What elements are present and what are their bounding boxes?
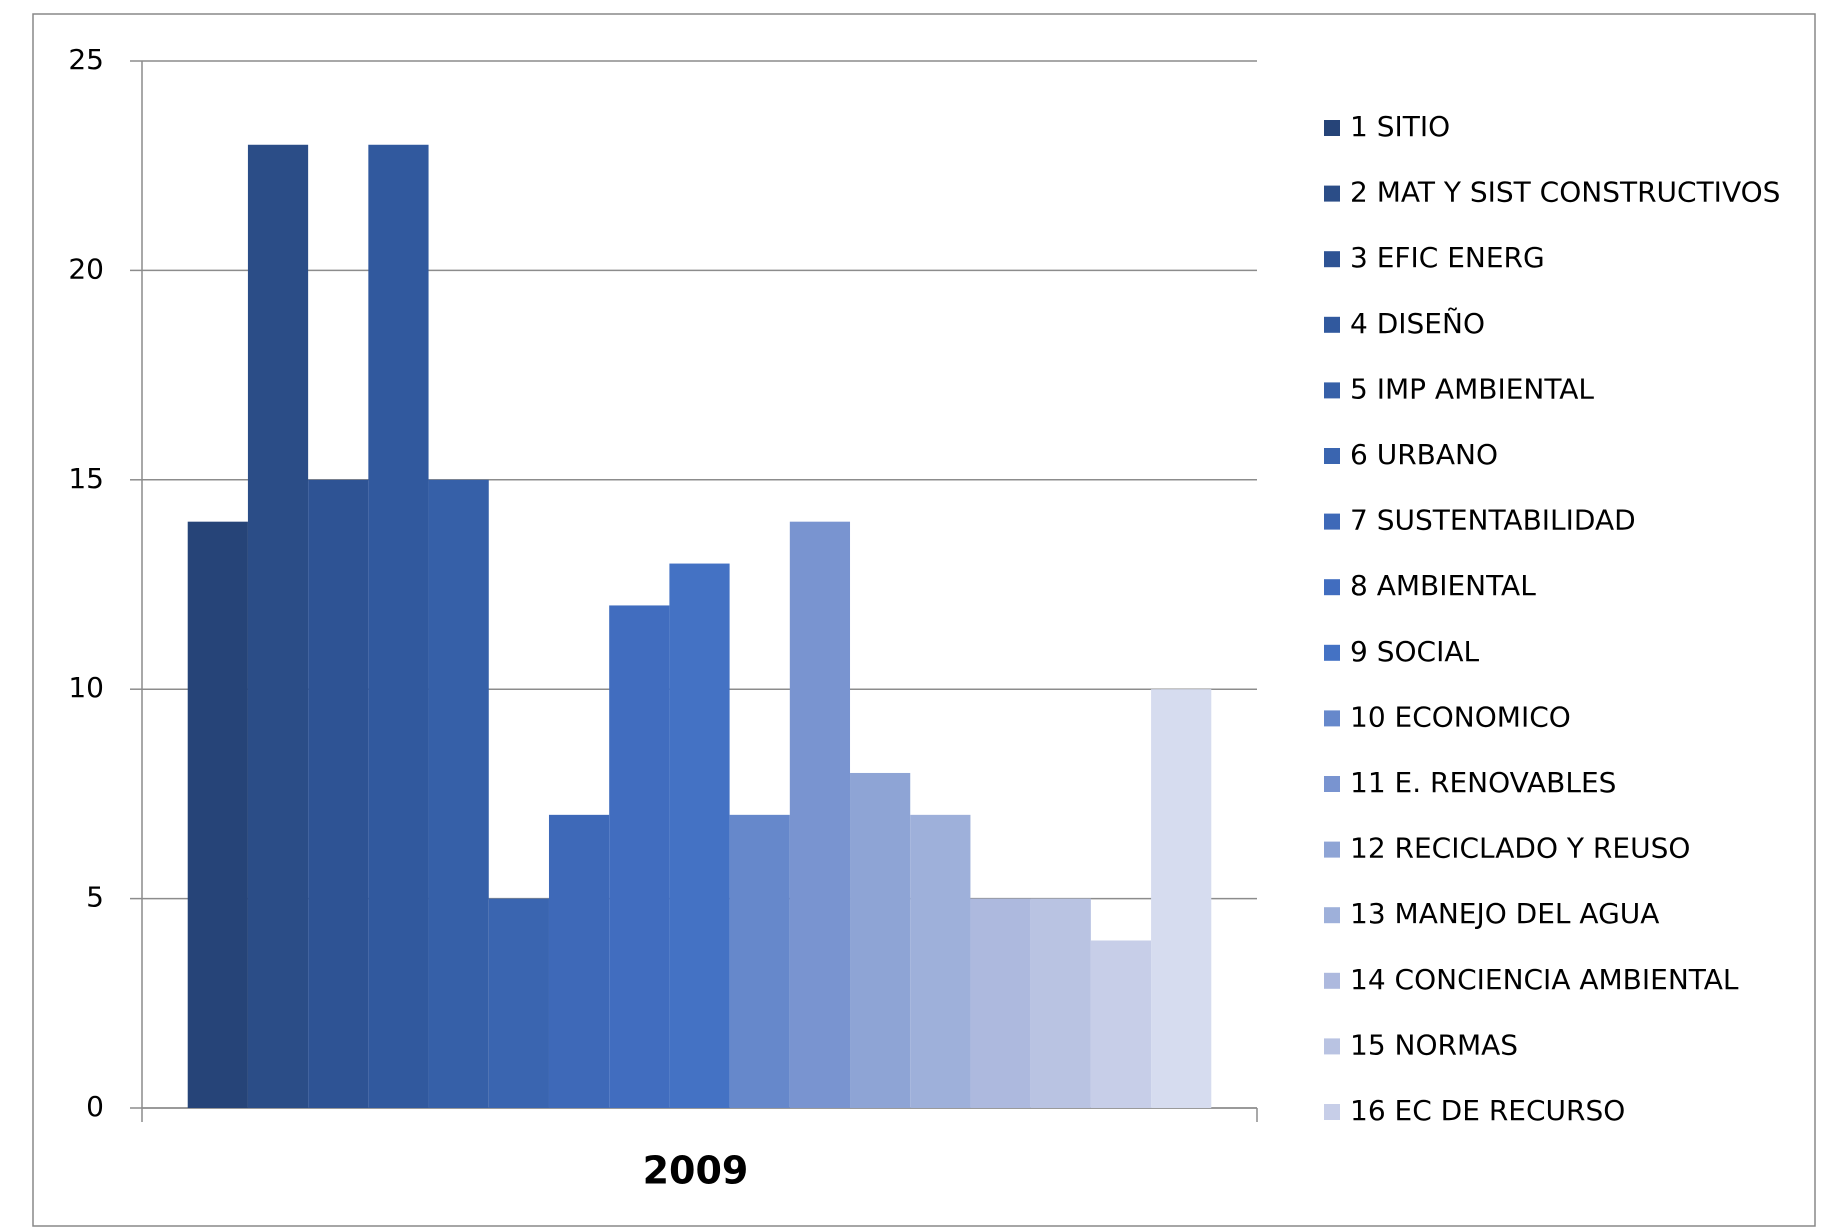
legend-swatch — [1324, 382, 1340, 399]
legend-label: 6 URBANO — [1350, 438, 1498, 471]
bar — [368, 144, 429, 1108]
legend-label: 3 EFIC ENERG — [1350, 241, 1545, 274]
legend-swatch — [1324, 1104, 1340, 1120]
bar — [247, 144, 309, 1108]
legend-swatch — [1324, 907, 1340, 924]
legend-label: 12 RECICLADO Y REUSO — [1350, 832, 1690, 865]
legend-label: 7 SUSTENTABILIDAD — [1350, 504, 1636, 537]
legend-label: 2 MAT Y SIST CONSTRUCTIVOS — [1350, 176, 1780, 209]
bar — [548, 814, 610, 1108]
legend-swatch — [1324, 316, 1340, 333]
legend-swatch — [1324, 448, 1340, 464]
bar — [789, 521, 851, 1108]
y-tick-label: 20 — [68, 252, 104, 285]
x-tick-label: 2009 — [643, 1149, 749, 1193]
bar — [729, 814, 790, 1108]
y-tick-label: 0 — [86, 1090, 104, 1123]
bar — [669, 563, 730, 1108]
legend-swatch — [1324, 251, 1340, 268]
legend-swatch — [1324, 513, 1340, 530]
legend-label: 14 CONCIENCIA AMBIENTAL — [1350, 963, 1739, 996]
legend-label: 16 EC DE RECURSO — [1350, 1094, 1625, 1127]
legend-label: 4 DISEÑO — [1350, 307, 1485, 340]
y-tick-label: 5 — [86, 881, 104, 914]
legend-label: 10 ECONOMICO — [1350, 700, 1571, 733]
legend-swatch — [1324, 185, 1340, 202]
legend-swatch — [1324, 972, 1340, 989]
y-tick-label: 15 — [68, 462, 104, 495]
bar — [488, 898, 549, 1108]
bar — [970, 898, 1031, 1108]
bar — [187, 521, 248, 1108]
bar — [609, 605, 670, 1108]
y-tick-label: 10 — [68, 671, 104, 704]
legend-swatch — [1324, 776, 1340, 792]
legend-label: 1 SITIO — [1350, 110, 1450, 143]
bar — [1090, 940, 1152, 1108]
y-tick-label: 25 — [68, 43, 104, 76]
legend-label: 5 IMP AMBIENTAL — [1350, 372, 1594, 405]
legend-swatch — [1324, 710, 1340, 727]
legend-label: 15 NORMAS — [1350, 1028, 1518, 1061]
legend-swatch — [1324, 579, 1340, 596]
bar — [850, 772, 911, 1108]
legend-label: 8 AMBIENTAL — [1350, 569, 1536, 602]
bar — [910, 814, 971, 1108]
legend-swatch — [1324, 120, 1340, 136]
bar — [308, 479, 369, 1108]
bar — [428, 479, 489, 1108]
legend-label: 11 E. RENOVABLES — [1350, 766, 1616, 799]
legend-swatch — [1324, 1038, 1340, 1055]
bar — [1151, 689, 1212, 1108]
legend-swatch — [1324, 644, 1340, 661]
bar — [1030, 898, 1091, 1108]
legend-label: 13 MANEJO DEL AGUA — [1350, 897, 1659, 930]
legend-swatch — [1324, 841, 1340, 858]
legend-label: 9 SOCIAL — [1350, 635, 1479, 668]
